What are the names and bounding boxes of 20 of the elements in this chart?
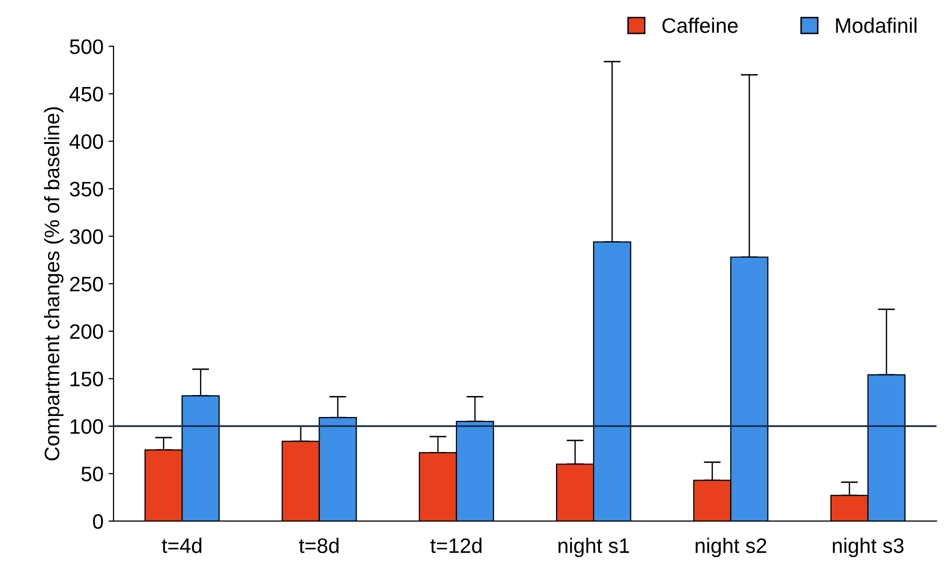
x-tick-label: t=8d (299, 538, 338, 554)
y-tick-label: 200 (70, 324, 103, 339)
x-tick-label: night s1 (558, 538, 630, 558)
y-tick-label: 300 (70, 229, 103, 244)
y-tick-label: 500 (70, 39, 103, 54)
x-tick-label: t=4d (162, 538, 202, 554)
y-tick-label: 400 (70, 134, 103, 150)
y-tick-label: 450 (70, 86, 103, 102)
x-tick-label: t=12d (430, 538, 482, 554)
y-tick-label: 100 (70, 419, 103, 434)
legend-label: Modafinil (836, 18, 916, 33)
x-tick-label: night s2 (696, 538, 766, 558)
y-tick-label: 0 (93, 514, 103, 529)
y-tick-label: 250 (70, 276, 103, 292)
y-tick-label: 50 (81, 466, 103, 482)
x-tick-label: night s3 (832, 538, 904, 558)
y-tick-label: 350 (70, 182, 103, 197)
legend-label: Caffeine (662, 18, 738, 33)
y-axis-title: Compartment changes (% of baseline) (44, 107, 64, 460)
y-tick-label: 150 (70, 372, 103, 386)
